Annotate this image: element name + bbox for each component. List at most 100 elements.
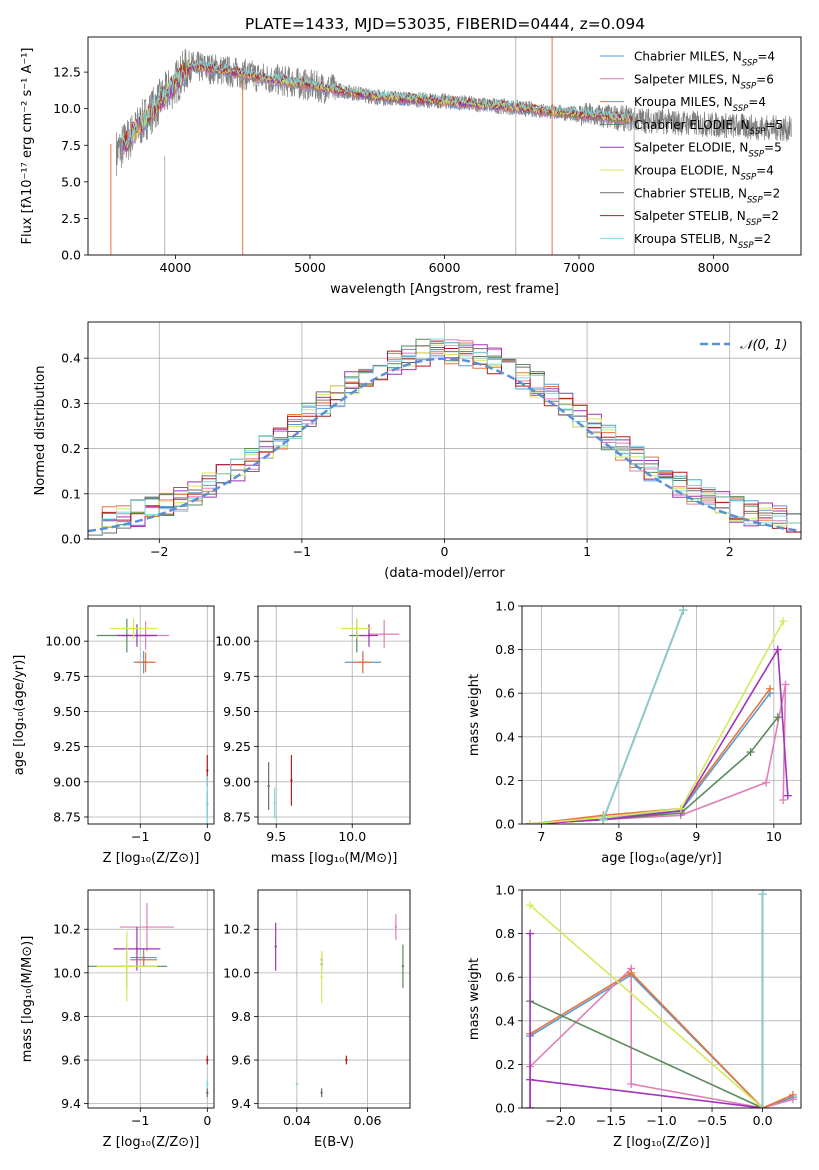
errorbar-point: [132, 627, 135, 630]
legend-entry-label: Chabrier STELIB, NSSP=2: [634, 186, 780, 205]
figure-title: PLATE=1433, MJD=53035, FIBERID=0444, z=0…: [245, 15, 645, 33]
errorbar-point: [267, 784, 270, 788]
errorbar-point: [320, 1091, 323, 1094]
errorbar-point: [206, 803, 209, 806]
axes-frame: [257, 605, 411, 825]
x-tick-label: 9.5: [266, 829, 286, 844]
weight-series-line: [529, 688, 771, 824]
errorbar-point: [274, 945, 277, 948]
y-tick-label: 9.75: [223, 669, 251, 684]
ticks: −1 0 9.4 9.6 9.8 10.0 10.2: [53, 922, 211, 1128]
axes-frame: [87, 321, 802, 540]
errorbar-point: [206, 1058, 209, 1062]
x-tick-label: 7000: [563, 260, 595, 275]
y-tick-label: 9.00: [53, 774, 81, 789]
x-tick-label: −1.5: [596, 1113, 626, 1128]
ticks: 0.04 0.06 9.4 9.6 9.8 10.0 10.2: [223, 922, 381, 1128]
y-axis-label: mass weight: [467, 958, 482, 1040]
legend-entry-label: Kroupa ELODIE, NSSP=4: [634, 164, 774, 183]
x-tick-label: 0: [441, 544, 449, 559]
y-tick-label: 0.0: [495, 1101, 515, 1116]
y-tick-label: 8.75: [53, 809, 81, 824]
weight-series-line: [529, 904, 764, 1108]
y-tick-label: 9.50: [223, 704, 251, 719]
axes-frame: [521, 889, 802, 1109]
y-tick-label: 0.1: [61, 486, 81, 501]
y-tick-label: 9.6: [61, 1053, 81, 1068]
weight-series-line: [529, 933, 763, 1108]
y-tick-label: 5.0: [61, 174, 81, 189]
errorbar-point: [206, 1091, 209, 1094]
errorbar-point: [145, 925, 149, 929]
y-tick-label: 1.0: [495, 599, 515, 614]
errorbar-point: [142, 958, 145, 961]
gaussian-legend: 𝒩(0, 1): [700, 338, 787, 353]
axes-frame: [87, 36, 802, 256]
y-tick-label: 0.0: [495, 817, 515, 832]
histogram-plot: [88, 338, 801, 536]
errorbar-point: [394, 925, 398, 929]
y-axis-label: Normed distribution: [33, 366, 48, 496]
y-tick-label: 10.0: [53, 965, 81, 980]
legend-entry-label: Chabrier ELODIE, NSSP=5: [634, 118, 783, 137]
legend-entry-label: Chabrier MILES, NSSP=4: [634, 50, 775, 69]
mass-vs-ebv-panel: 0.04 0.06 9.4 9.6 9.8 10.0 10.2 E(B-V): [223, 889, 411, 1150]
y-tick-label: 0.0: [61, 248, 81, 263]
histogram-step-line: [88, 340, 801, 536]
y-tick-label: 0.4: [495, 729, 515, 744]
grid: [258, 890, 410, 1108]
y-tick-label: 0.6: [495, 970, 515, 985]
y-tick-label: 10.00: [45, 634, 81, 649]
errorbar-point: [355, 627, 358, 630]
legend-entry-label: Salpeter STELIB, NSSP=2: [634, 209, 779, 228]
residuals-panel: −2 −1 0 1 2 0.0 0.1 0.2 0.3 0.4 (data-model)/error…: [33, 321, 802, 581]
y-tick-label: 7.5: [61, 138, 81, 153]
x-tick-label: −1.0: [646, 1113, 676, 1128]
y-tick-label: 9.25: [223, 739, 251, 754]
weight-plot: [526, 890, 797, 1108]
x-axis-label: Z [log₁₀(Z/Z⊙)]: [103, 1135, 200, 1150]
grid: [522, 605, 801, 825]
y-tick-label: 9.8: [61, 1009, 81, 1024]
x-axis-label: age [log₁₀(age/yr)]: [601, 851, 722, 866]
weight-series-line: [529, 971, 794, 1108]
histogram-step-line: [88, 338, 801, 536]
errorbar-point: [135, 947, 139, 951]
x-tick-label: −0.5: [697, 1113, 727, 1128]
y-tick-label: 0.3: [61, 396, 81, 411]
ticks: 4000 5000 6000 7000 8000 0.0 2.5 5.0 7.5 10.0 12.5: [53, 65, 729, 275]
errorbar-point: [206, 1082, 209, 1086]
ticks: 7 8 9 10 0.0 0.2 0.4 0.6 0.8 1.0: [495, 599, 782, 845]
grid: [88, 890, 214, 1108]
y-tick-label: 8.75: [223, 809, 251, 824]
errorbar-point: [367, 634, 371, 637]
x-tick-label: −2.0: [545, 1113, 575, 1128]
x-axis-label: mass [log₁₀(M/M⊙)]: [271, 851, 398, 866]
y-axis-label: mass weight: [467, 674, 482, 756]
model-spectrum-line: [121, 60, 634, 155]
x-tick-label: 0: [203, 829, 211, 844]
weight-vs-age-panel: 7 8 9 10 0.0 0.2 0.4 0.6 0.8 1.0 age [log₁₀(age/yr…: [467, 599, 802, 866]
weight-series-line: [602, 610, 684, 820]
gaussian-legend-label: 𝒩(0, 1): [740, 338, 787, 353]
x-tick-label: 9: [692, 829, 700, 844]
x-tick-label: −1: [131, 829, 149, 844]
x-tick-label: 4000: [160, 260, 192, 275]
x-tick-label: 6000: [429, 260, 461, 275]
spectrum-panel: 4000 5000 6000 7000 8000 0.0 2.5 5.0 7.5 10.0 12.5…: [20, 36, 802, 297]
y-tick-label: 10.0: [53, 101, 81, 116]
x-tick-label: 1: [583, 544, 591, 559]
errorbar-point: [135, 634, 139, 637]
errorbar-point: [206, 769, 209, 772]
weight-vs-metallicity-panel: −2.0 −1.5 −1.0 −0.5 0.0 0.0 0.2 0.4 0.6 0.8 1.0 Z […: [467, 883, 802, 1150]
legend-entry-label: Salpeter ELODIE, NSSP=5: [634, 141, 782, 160]
x-tick-label: 5000: [294, 260, 326, 275]
errorbar-point: [361, 661, 365, 664]
x-tick-label: 0.0: [753, 1113, 773, 1128]
y-tick-label: 1.0: [495, 883, 515, 898]
y-tick-label: 9.00: [223, 774, 251, 789]
y-tick-label: 9.50: [53, 704, 81, 719]
ticks: 9.5 10.0 8.75 9.00 9.25 9.50 9.75 10.00: [215, 634, 366, 844]
age-vs-mass-panel: 9.5 10.0 8.75 9.00 9.25 9.50 9.75 10.00 mass [lo…: [215, 605, 411, 866]
